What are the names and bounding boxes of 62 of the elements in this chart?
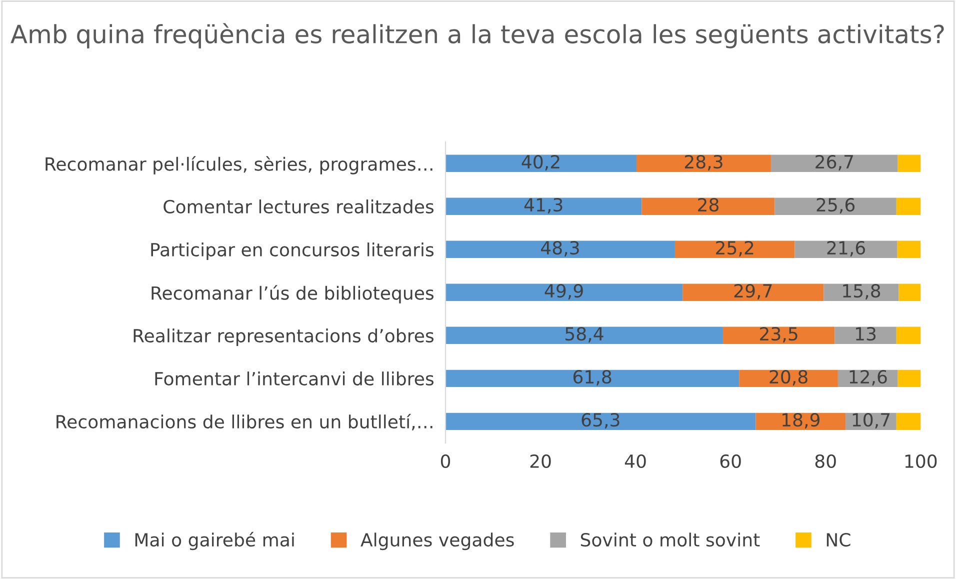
legend-label: Sovint o molt sovint	[580, 532, 760, 547]
data-label: 23,5	[760, 326, 798, 342]
bar	[445, 412, 756, 430]
bar	[636, 154, 771, 172]
y-tick-label: Recomanar l’ús de biblioteques	[152, 285, 434, 304]
bar	[770, 154, 898, 172]
data-label: 12,6	[850, 370, 887, 386]
data-label: 21,6	[827, 240, 865, 256]
bar	[445, 370, 740, 388]
x-tick-label: 80	[815, 454, 836, 468]
bar	[445, 154, 636, 172]
bar	[445, 284, 683, 301]
data-label: 28,3	[684, 154, 722, 170]
y-tick-label: Recomanacions de llibres en un butlletí,…	[56, 414, 432, 430]
bar	[834, 326, 896, 344]
data-label: 15,8	[843, 284, 880, 300]
data-label: 28	[698, 198, 718, 212]
bar	[445, 198, 642, 215]
bar	[722, 326, 835, 344]
bar	[794, 240, 898, 258]
legend-label: Algunes vegades	[360, 532, 514, 550]
y-tick-label: Fomentar l’intercanvi de llibres	[155, 372, 434, 386]
bar	[897, 240, 921, 258]
bar	[898, 370, 921, 388]
bar	[898, 154, 921, 172]
data-label: 10,7	[852, 413, 890, 429]
x-tick-label: 0	[440, 454, 450, 468]
x-tick-label: 20	[530, 454, 551, 468]
bar	[896, 198, 921, 215]
data-label: 18,9	[782, 413, 820, 429]
bar	[896, 326, 921, 344]
data-label: 49,9	[544, 284, 583, 300]
bar	[682, 284, 824, 301]
bar	[445, 240, 675, 258]
bar	[642, 198, 775, 215]
data-label: 29,7	[734, 284, 772, 300]
x-tick-label: 100	[905, 454, 937, 468]
legend-label: Mai o gairebé mai	[135, 532, 294, 550]
data-label: 65,3	[582, 413, 620, 429]
y-tick-label: Participar en concursos literaris	[151, 242, 434, 260]
y-tick-label: Recomanar pel·lícules, sèries, programes…	[46, 156, 432, 174]
data-label: 41,3	[524, 198, 562, 214]
data-label: 61,8	[573, 370, 612, 386]
chart-title: Amb quina freqüència es realitzen a la teva escola les següents activitats?	[10, 23, 944, 48]
bar	[445, 326, 723, 344]
data-label: 25,6	[816, 198, 855, 214]
x-tick-label: 60	[720, 454, 741, 468]
legend-label: NC	[826, 532, 850, 547]
bar	[896, 412, 921, 430]
data-label: 25,2	[716, 240, 754, 256]
data-label: 20,8	[770, 370, 808, 386]
data-label: 26,7	[816, 154, 853, 170]
data-label: 13	[856, 326, 876, 341]
data-label: 48,3	[541, 240, 579, 256]
y-tick-label: Comentar lectures realitzades	[164, 200, 434, 214]
y-tick-label: Realitzar representacions d’obres	[134, 328, 434, 346]
data-label: 58,4	[566, 326, 604, 342]
data-label: 40,2	[522, 154, 560, 170]
x-tick-label: 40	[624, 454, 646, 468]
bar	[674, 240, 795, 258]
bar	[898, 284, 921, 301]
bar	[774, 198, 896, 215]
